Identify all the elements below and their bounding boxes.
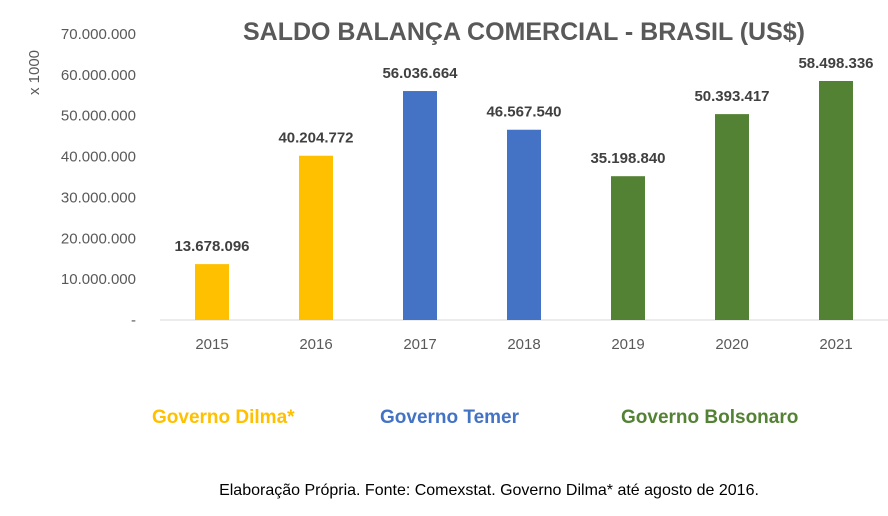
bar-2017 [403,91,437,320]
x-tick-label-2017: 2017 [403,336,436,353]
data-label-2015: 13.678.096 [174,238,249,255]
y-tick-label: 50.000.000 [61,108,136,125]
data-label-2018: 46.567.540 [486,104,561,121]
legend-item-dilma: Governo Dilma* [152,407,295,428]
data-label-2019: 35.198.840 [590,150,665,167]
y-tick-label: 10.000.000 [61,271,136,288]
y-tick-label: 60.000.000 [61,67,136,84]
y-tick-label: 30.000.000 [61,189,136,206]
y-tick-label: 70.000.000 [61,26,136,43]
bar-2018 [507,129,541,320]
y-tick-label: 20.000.000 [61,230,136,247]
y-tick-label: - [131,312,136,329]
data-label-2016: 40.204.772 [278,130,353,147]
x-tick-label-2020: 2020 [715,336,748,353]
y-tick-label: 40.000.000 [61,149,136,166]
bar-2020 [715,114,749,320]
x-tick-label-2015: 2015 [195,336,228,353]
bar-2021 [819,80,853,320]
data-label-2017: 56.036.664 [382,65,458,82]
x-tick-label-2018: 2018 [507,336,540,353]
chart-title: SALDO BALANÇA COMERCIAL - BRASIL (US$) [242,18,806,46]
legend-item-temer: Governo Temer [380,407,520,428]
bar-2015 [195,264,229,320]
x-tick-label-2019: 2019 [611,336,644,353]
data-label-2020: 50.393.417 [694,88,769,105]
legend-item-bolsonaro: Governo Bolsonaro [621,407,799,428]
data-label-2021: 58.498.336 [798,55,873,72]
x-tick-label-2021: 2021 [819,336,852,353]
bar-2019 [611,176,645,320]
x-tick-label-2016: 2016 [299,336,332,353]
bar-2016 [299,155,333,320]
footnote: Elaboração Própria. Fonte: Comexstat. Go… [219,482,759,499]
